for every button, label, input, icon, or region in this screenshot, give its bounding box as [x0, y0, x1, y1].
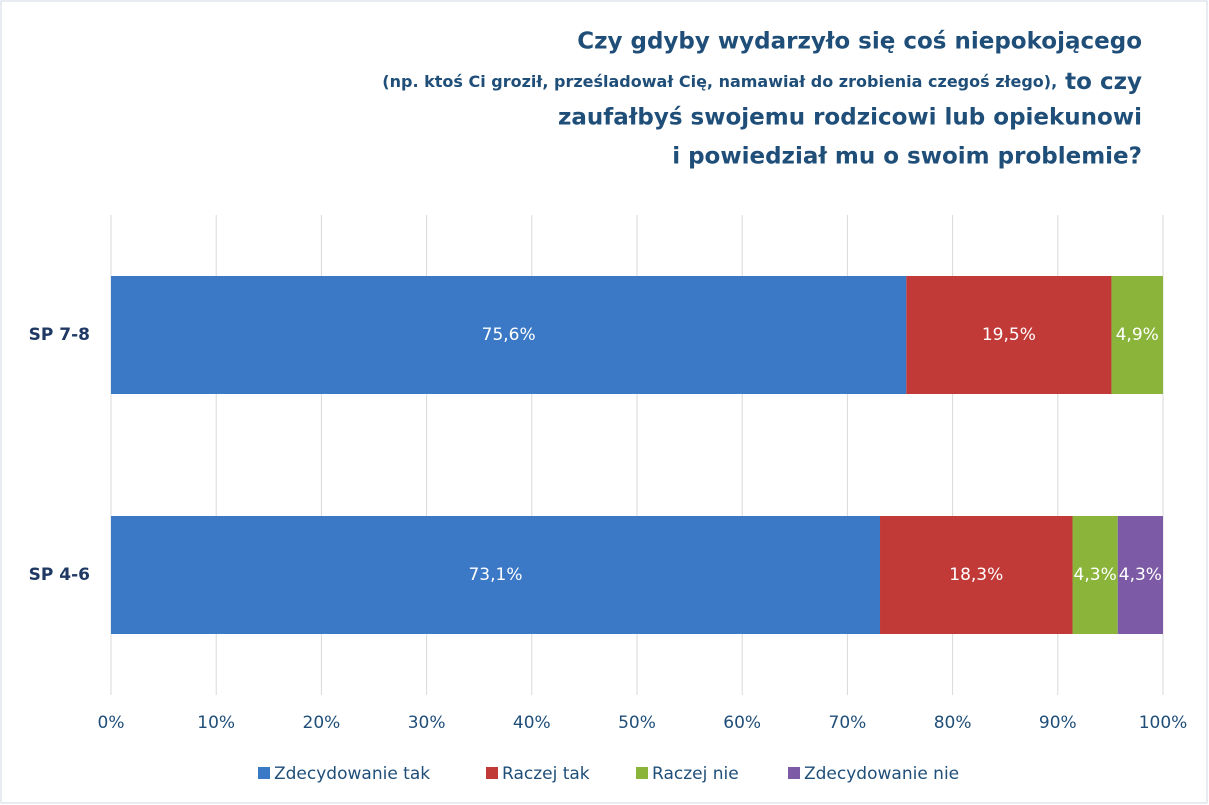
bar-segment: [880, 516, 1073, 634]
y-tick-label: SP 7-8: [29, 325, 90, 345]
x-tick-label: 40%: [513, 713, 551, 733]
x-tick-label: 100%: [1139, 713, 1188, 733]
bar-segment: [111, 276, 907, 394]
x-tick-label: 80%: [934, 713, 972, 733]
legend-swatch: [788, 767, 800, 779]
x-tick-label: 60%: [723, 713, 761, 733]
bar-segment: [1117, 516, 1163, 634]
chart-title: i powiedział mu o swoim problemie?: [672, 144, 1142, 170]
data-label: 75,6%: [482, 325, 536, 345]
legend-swatch: [486, 767, 498, 779]
legend-swatch: [258, 767, 270, 779]
x-tick-label: 10%: [197, 713, 235, 733]
data-label: 73,1%: [468, 565, 522, 585]
data-label: 19,5%: [982, 325, 1036, 345]
x-tick-label: 30%: [408, 713, 446, 733]
data-label: 4,3%: [1119, 565, 1162, 585]
bar-segment: [111, 516, 881, 634]
data-label: 4,9%: [1116, 325, 1159, 345]
chart-title: (np. ktoś Ci groził, prześladował Cię, n…: [382, 69, 1142, 95]
legend-label: Zdecydowanie nie: [804, 764, 959, 784]
data-label: 4,3%: [1074, 565, 1117, 585]
legend-label: Zdecydowanie tak: [274, 764, 430, 784]
x-tick-label: 70%: [829, 713, 867, 733]
chart-title: zaufałbyś swojemu rodzicowi lub opiekuno…: [558, 105, 1142, 131]
data-label: 18,3%: [949, 565, 1003, 585]
legend-swatch: [636, 767, 648, 779]
y-tick-label: SP 4-6: [29, 565, 90, 585]
chart-title: (np. ktoś Ci groził, prześladował Cię, n…: [382, 72, 1057, 91]
legend-label: Raczej tak: [502, 764, 590, 784]
x-tick-label: 20%: [303, 713, 341, 733]
chart-title: Czy gdyby wydarzyło się coś niepokojąceg…: [577, 29, 1142, 55]
x-tick-label: 0%: [98, 713, 125, 733]
x-tick-label: 90%: [1039, 713, 1077, 733]
bar-segment: [906, 276, 1112, 394]
bar-segment: [1111, 276, 1163, 394]
legend-label: Raczej nie: [652, 764, 739, 784]
bar-segment: [1072, 516, 1118, 634]
chart-title: to czy: [1065, 69, 1142, 95]
x-tick-label: 50%: [618, 713, 656, 733]
